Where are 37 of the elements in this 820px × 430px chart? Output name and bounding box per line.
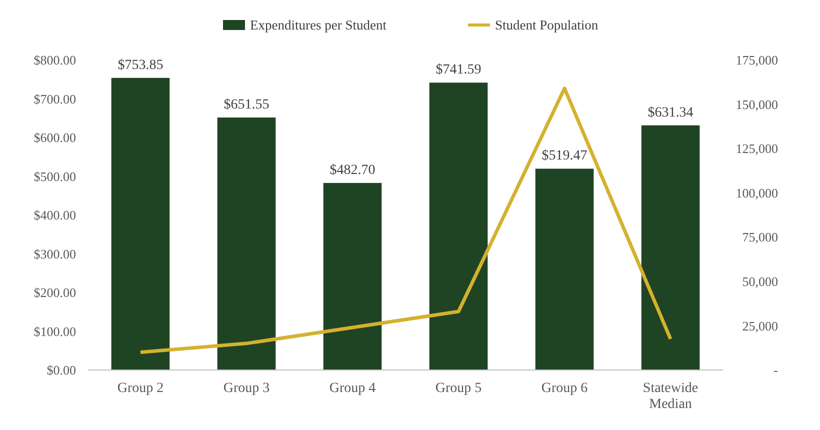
data-label: $651.55 — [224, 98, 270, 113]
bar — [429, 82, 488, 370]
y2-tick-label: 100,000 — [736, 185, 778, 200]
legend-label: Student Population — [495, 18, 598, 33]
y2-tick-label: 125,000 — [736, 141, 778, 156]
y2-tick-label: 75,000 — [742, 230, 778, 245]
x-tick-label: Group 6 — [541, 381, 588, 396]
data-label: $482.70 — [330, 162, 376, 178]
bar — [217, 118, 276, 370]
y-tick-label: $700.00 — [34, 91, 76, 106]
data-label: $519.47 — [542, 148, 588, 164]
y2-tick-label: 175,000 — [736, 52, 778, 68]
bar — [535, 168, 594, 370]
y-tick-label: $0.00 — [46, 362, 76, 378]
y-tick-label: $300.00 — [34, 246, 76, 262]
y2-tick-label: 50,000 — [742, 274, 778, 289]
x-tick-label: Group 5 — [435, 381, 482, 396]
bar — [111, 78, 170, 370]
data-label: $741.59 — [436, 62, 482, 78]
bar — [323, 182, 382, 370]
y-tick-label: $500.00 — [34, 168, 76, 184]
y-tick-label: $100.00 — [34, 324, 76, 339]
legend-label: Expenditures per Student — [250, 18, 387, 33]
x-tick-label: Group 4 — [329, 381, 376, 396]
data-label: $753.85 — [118, 58, 164, 73]
y2-tick-label: - — [774, 362, 778, 378]
y2-tick-label: 25,000 — [742, 318, 778, 334]
y2-tick-label: 150,000 — [736, 96, 778, 112]
bar — [641, 125, 700, 370]
y-tick-label: $600.00 — [34, 130, 76, 146]
y-tick-label: $400.00 — [34, 208, 76, 223]
y-tick-label: $800.00 — [34, 52, 76, 68]
x-tick-label: Group 3 — [223, 381, 270, 396]
y-tick-label: $200.00 — [34, 285, 76, 300]
data-label: $631.34 — [648, 105, 694, 120]
x-tick-label: Group 2 — [117, 381, 164, 396]
x-tick-label: Statewide Median — [642, 381, 698, 412]
